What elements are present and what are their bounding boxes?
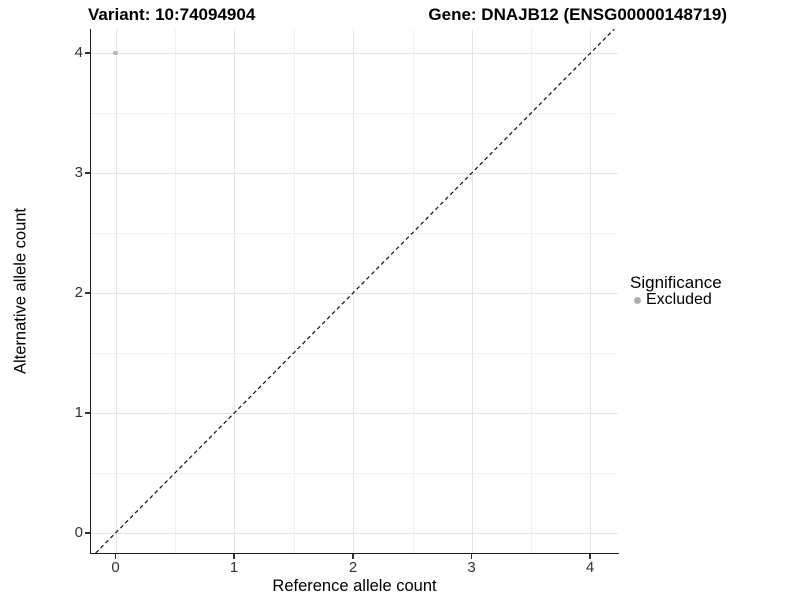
y-tick-label: 2 <box>74 284 83 301</box>
gridline-y-minor <box>91 233 618 234</box>
x-axis-line <box>89 553 619 555</box>
gridline-x-major <box>234 29 235 553</box>
gridline-x-major <box>353 29 354 553</box>
x-tick-mark <box>589 553 591 559</box>
gridline-y-major <box>91 53 618 54</box>
gridline-y-minor <box>91 113 618 114</box>
gridline-y-major <box>91 293 618 294</box>
legend-title: Significance <box>630 273 722 292</box>
y-tick-mark <box>85 292 90 294</box>
plot-title-variant: Variant: 10:74094904 <box>88 5 256 24</box>
gridline-y-major <box>91 173 618 174</box>
y-axis-line <box>89 29 91 555</box>
y-tick-label: 1 <box>74 404 83 421</box>
x-tick-label: 1 <box>229 559 239 576</box>
gridline-x-minor <box>412 29 414 553</box>
x-tick-label: 3 <box>467 559 476 576</box>
y-axis-title: Alternative allele count <box>11 207 30 375</box>
gridline-y-minor <box>91 353 618 354</box>
legend-marker-excluded-icon <box>634 297 641 304</box>
gridline-x-major <box>115 29 117 553</box>
gridline-x-major <box>590 29 591 553</box>
gridline-y-major <box>91 533 618 534</box>
legend-item-excluded: Excluded <box>646 291 712 308</box>
gridline-x-minor <box>531 29 532 553</box>
gridline-x-minor <box>175 29 176 553</box>
x-tick-label: 0 <box>111 559 120 576</box>
x-tick-mark <box>233 553 235 559</box>
y-tick-mark <box>85 52 90 54</box>
x-tick-mark <box>470 553 473 559</box>
y-tick-mark <box>85 172 90 174</box>
y-tick-mark <box>85 412 90 414</box>
gridline-x-major <box>471 29 473 553</box>
y-tick-label: 0 <box>74 524 83 541</box>
y-tick-label: 3 <box>74 164 83 181</box>
x-tick-label: 4 <box>585 559 595 576</box>
gridline-y-major <box>91 413 618 414</box>
y-tick-mark <box>85 532 90 534</box>
x-tick-mark <box>352 553 354 559</box>
x-axis-title: Reference allele count <box>272 577 437 595</box>
x-tick-mark <box>114 553 117 559</box>
gridline-x-minor <box>294 29 295 553</box>
plot-panel <box>91 29 618 553</box>
y-tick-label: 4 <box>74 44 83 61</box>
x-tick-label: 2 <box>348 559 358 576</box>
identity-dashed-line <box>95 29 615 553</box>
gridline-y-minor <box>91 473 618 474</box>
scatter-point-excluded <box>113 50 118 56</box>
plot-title-gene: Gene: DNAJB12 (ENSG00000148719) <box>428 5 727 24</box>
